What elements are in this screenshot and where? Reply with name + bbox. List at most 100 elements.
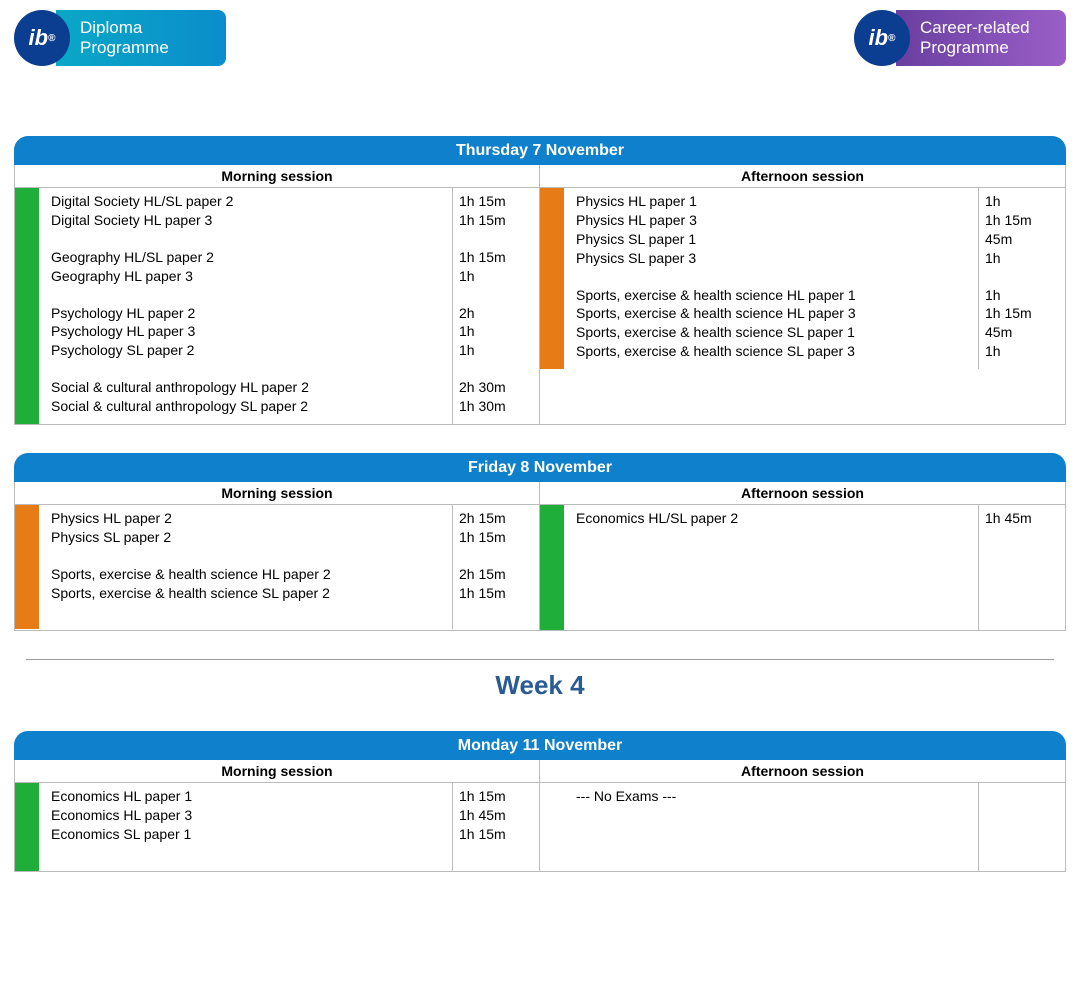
exam-duration: 1h	[985, 342, 1059, 361]
day-header: Thursday 7 November	[14, 136, 1066, 165]
session-row: Morning sessionDigital Society HL/SL pap…	[14, 165, 1066, 425]
exam-name: Geography HL/SL paper 2	[51, 248, 444, 267]
exam-name: Economics HL paper 1	[51, 787, 444, 806]
header-logos: ib® Diploma Programme ib® Career-related…	[14, 10, 1066, 66]
exam-list: Economics HL/SL paper 2	[564, 505, 979, 630]
exam-list: Physics HL paper 1Physics HL paper 3Phys…	[564, 188, 979, 369]
exam-name: Sports, exercise & health science HL pap…	[51, 565, 444, 584]
exam-duration: 1h 45m	[459, 806, 533, 825]
afternoon-session-title: Afternoon session	[540, 760, 1065, 783]
exam-name: Social & cultural anthropology HL paper …	[51, 378, 444, 397]
day-header: Monday 11 November	[14, 731, 1066, 760]
day-block: Thursday 7 NovemberMorning sessionDigita…	[14, 136, 1066, 425]
morning-session: Morning sessionPhysics HL paper 2Physics…	[14, 482, 540, 631]
color-stripe	[15, 505, 39, 629]
exam-duration: 1h 15m	[459, 787, 533, 806]
exam-duration: 1h 15m	[459, 584, 533, 603]
exam-duration: 1h 15m	[985, 211, 1059, 230]
logo-diploma-programme: ib® Diploma Programme	[14, 10, 226, 66]
exam-name: Sports, exercise & health science HL pap…	[576, 286, 970, 305]
afternoon-session-title: Afternoon session	[540, 165, 1065, 188]
color-stripe	[15, 783, 39, 871]
session-row: Morning sessionEconomics HL paper 1Econo…	[14, 760, 1066, 872]
exam-duration: 1h	[985, 286, 1059, 305]
dp-line2: Programme	[80, 38, 208, 58]
ib-logo-icon: ib®	[854, 10, 910, 66]
exam-duration: 1h	[459, 322, 533, 341]
duration-column: 1h 45m	[979, 505, 1065, 630]
day-block: Monday 11 NovemberMorning sessionEconomi…	[14, 731, 1066, 872]
duration-column: 1h 15m1h 15m1h 15m1h2h1h1h2h 30m1h 30m	[453, 188, 539, 424]
morning-session: Morning sessionEconomics HL paper 1Econo…	[14, 760, 540, 872]
exam-name: Physics HL paper 2	[51, 509, 444, 528]
exam-duration: 1h 30m	[459, 397, 533, 416]
morning-session: Morning sessionDigital Society HL/SL pap…	[14, 165, 540, 425]
exam-name: Digital Society HL/SL paper 2	[51, 192, 444, 211]
exam-duration: 1h 15m	[459, 248, 533, 267]
cp-banner: Career-related Programme	[896, 10, 1066, 66]
ib-mark: ib	[29, 25, 49, 51]
afternoon-session-title: Afternoon session	[540, 482, 1065, 505]
exam-list: --- No Exams ---	[564, 783, 979, 871]
exam-name: Economics SL paper 1	[51, 825, 444, 844]
exam-duration: 45m	[985, 323, 1059, 342]
session-body: Physics HL paper 2Physics SL paper 2 Spor…	[15, 505, 539, 629]
color-stripe	[540, 188, 564, 369]
exam-duration: 1h 15m	[459, 528, 533, 547]
exam-name: Physics HL paper 3	[576, 211, 970, 230]
session-body: Digital Society HL/SL paper 2Digital Soc…	[15, 188, 539, 424]
exam-duration: 1h 15m	[459, 825, 533, 844]
exam-name: Sports, exercise & health science SL pap…	[576, 342, 970, 361]
exam-name: Psychology HL paper 2	[51, 304, 444, 323]
dp-banner: Diploma Programme	[56, 10, 226, 66]
dp-line1: Diploma	[80, 18, 208, 38]
exam-duration: 1h	[985, 249, 1059, 268]
exam-duration: 2h 30m	[459, 378, 533, 397]
duration-column: 2h 15m1h 15m2h 15m1h 15m	[453, 505, 539, 629]
ib-mark: ib	[869, 25, 889, 51]
exam-name: Economics HL/SL paper 2	[576, 509, 970, 528]
morning-session-title: Morning session	[15, 165, 539, 188]
session-body: --- No Exams ---	[540, 783, 1065, 871]
exam-duration: 1h 15m	[459, 192, 533, 211]
afternoon-session: Afternoon session--- No Exams ---	[540, 760, 1066, 872]
morning-session-title: Morning session	[15, 760, 539, 783]
exam-name: Geography HL paper 3	[51, 267, 444, 286]
exam-name: Sports, exercise & health science SL pap…	[51, 584, 444, 603]
logo-career-programme: ib® Career-related Programme	[854, 10, 1066, 66]
day-block: Friday 8 NovemberMorning sessionPhysics …	[14, 453, 1066, 631]
exam-name: Physics SL paper 2	[51, 528, 444, 547]
exam-duration: 1h 15m	[985, 304, 1059, 323]
color-stripe	[540, 505, 564, 630]
exam-name: Physics SL paper 3	[576, 249, 970, 268]
color-stripe	[15, 188, 39, 424]
ib-logo-icon: ib®	[14, 10, 70, 66]
exam-name: Physics SL paper 1	[576, 230, 970, 249]
exam-duration: 1h	[985, 192, 1059, 211]
exam-name: Sports, exercise & health science HL pap…	[576, 304, 970, 323]
exam-list: Physics HL paper 2Physics SL paper 2 Spor…	[39, 505, 453, 629]
exam-name: Economics HL paper 3	[51, 806, 444, 825]
exam-duration: 2h	[459, 304, 533, 323]
exam-name: Psychology SL paper 2	[51, 341, 444, 360]
session-body: Physics HL paper 1Physics HL paper 3Phys…	[540, 188, 1065, 369]
exam-name: Physics HL paper 1	[576, 192, 970, 211]
cp-line1: Career-related	[920, 18, 1048, 38]
exam-duration: 45m	[985, 230, 1059, 249]
week-separator	[26, 659, 1054, 660]
color-stripe	[540, 783, 564, 871]
exam-duration: 1h 45m	[985, 509, 1059, 528]
cp-line2: Programme	[920, 38, 1048, 58]
exam-name: Digital Society HL paper 3	[51, 211, 444, 230]
registered-icon: ®	[888, 33, 895, 44]
exam-duration: 2h 15m	[459, 509, 533, 528]
exam-duration: 1h	[459, 267, 533, 286]
afternoon-session: Afternoon sessionPhysics HL paper 1Physi…	[540, 165, 1066, 425]
exam-name: Sports, exercise & health science SL pap…	[576, 323, 970, 342]
exam-list: Digital Society HL/SL paper 2Digital Soc…	[39, 188, 453, 424]
exam-duration: 1h 15m	[459, 211, 533, 230]
exam-list: Economics HL paper 1Economics HL paper 3…	[39, 783, 453, 871]
afternoon-session: Afternoon session Economics HL/SL paper 2…	[540, 482, 1066, 631]
day-header: Friday 8 November	[14, 453, 1066, 482]
week-title: Week 4	[14, 670, 1066, 701]
